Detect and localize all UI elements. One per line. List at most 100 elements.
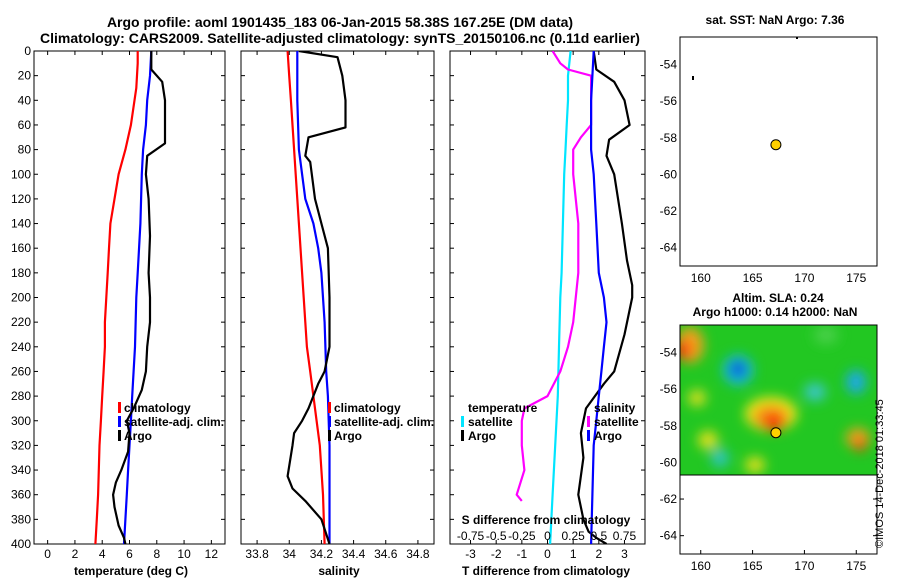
sla-anomaly-peak: [854, 439, 866, 451]
sla-anomaly-peak: [680, 340, 690, 360]
top-tick-label: 0.5: [590, 529, 607, 543]
top-tick-label: -0.25: [508, 529, 536, 543]
salinity-legend: climatology satellite-adj. clim. Argo: [328, 401, 434, 443]
map-lat-label: -58: [660, 131, 678, 145]
map-lat-label: -64: [660, 529, 678, 543]
legend-label: satellite-adj. clim.: [124, 415, 224, 429]
map-lon-label: 175: [846, 271, 866, 285]
map-lon-label: 170: [794, 271, 814, 285]
map-lon-label: 165: [743, 559, 763, 573]
salinity-series: [286, 51, 347, 544]
legend-label: Argo: [124, 429, 152, 443]
x-tick-label: 12: [205, 547, 219, 561]
depth-tick-label: 120: [11, 192, 31, 206]
depth-tick-label: 220: [11, 315, 31, 329]
sla-anomaly-peak: [765, 415, 783, 431]
sla-map-frame: [679, 324, 878, 555]
depth-tick-label: 260: [11, 364, 31, 378]
depth-tick-label: 320: [11, 438, 31, 452]
legend-heading-salinity: salinity: [594, 401, 636, 415]
difference-series: [515, 51, 634, 544]
map-lat-label: -54: [660, 345, 678, 359]
depth-tick-label: 0: [24, 44, 31, 58]
series-line-t-argo: [577, 51, 634, 544]
map-lat-label: -64: [660, 241, 678, 255]
legend-label: satellite-adj. clim.: [334, 415, 434, 429]
depth-tick-label: 20: [18, 69, 32, 83]
x-tick-label: 34.8: [406, 547, 430, 561]
top-tick-label: 0: [544, 529, 551, 543]
legend-swatch-satellite: [118, 416, 121, 427]
x-tick-label: 3: [621, 547, 628, 561]
x-tick-label: 34.2: [310, 547, 334, 561]
difference-legend: temperature satellite Argo salinity sate…: [461, 401, 639, 443]
legend-label: Argo: [468, 429, 496, 443]
x-tick-label: -2: [491, 547, 502, 561]
x-tick-label: 4: [99, 547, 106, 561]
depth-tick-label: 300: [11, 414, 31, 428]
map-lat-label: -62: [660, 492, 678, 506]
series-line-t-satellite: [549, 51, 572, 544]
sla-map-title-line2: Argo h1000: 0.14 h2000: NaN: [693, 305, 858, 319]
x-tick-label: 34.4: [342, 547, 366, 561]
temperature-x-label: temperature (deg C): [74, 564, 188, 578]
argo-float-marker: [770, 139, 782, 151]
sla-anomaly-high: [688, 390, 706, 406]
map-lon-label: 170: [794, 559, 814, 573]
top-tick-label: -0.75: [457, 529, 485, 543]
sla-heatmap: [680, 325, 877, 475]
legend-label: Argo: [334, 429, 362, 443]
temperature-plot-frame: [33, 50, 226, 545]
map-lat-label: -54: [660, 57, 678, 71]
salinity-x-label: salinity: [318, 564, 360, 578]
sla-map-points: [770, 427, 782, 439]
difference-top-label: S difference from climatology: [462, 513, 631, 527]
depth-tick-label: 240: [11, 340, 31, 354]
series-line-argo: [111, 51, 167, 544]
difference-plot-frame: [449, 50, 646, 545]
sst-map-title: sat. SST: NaN Argo: 7.36: [706, 13, 845, 27]
depth-tick-label: 100: [11, 167, 31, 181]
x-tick-label: 33.8: [245, 547, 269, 561]
chart-title-line2: Climatology: CARS2009. Satellite-adjuste…: [40, 30, 640, 46]
depth-tick-label: 280: [11, 389, 31, 403]
x-tick-label: 34: [283, 547, 297, 561]
legend-swatch-climatology: [328, 402, 331, 413]
map-lat-label: -62: [660, 204, 678, 218]
map-lat-label: -56: [660, 94, 678, 108]
x-tick-label: 8: [153, 547, 160, 561]
argo-float-marker: [770, 427, 782, 439]
imos-watermark: ©IMOS 14-Dec-2018 01:33:45: [874, 399, 886, 548]
legend-label: satellite: [468, 415, 513, 429]
sla-anomaly-high: [698, 431, 718, 449]
legend-label: satellite: [594, 415, 639, 429]
map-lat-label: -58: [660, 419, 678, 433]
legend-label: Argo: [594, 429, 622, 443]
sla-anomaly-low: [846, 370, 866, 394]
sst-map-frame: [679, 36, 878, 267]
depth-tick-label: 80: [18, 143, 32, 157]
coast-fragment: [692, 76, 694, 80]
depth-tick-label: 200: [11, 291, 31, 305]
depth-tick-label: 380: [11, 512, 31, 526]
sla-map-title-line1: Altim. SLA: 0.24: [732, 291, 824, 305]
coast-fragment: [796, 37, 798, 39]
x-tick-label: 2: [72, 547, 79, 561]
x-tick-label: 34.6: [374, 547, 398, 561]
map-lon-label: 160: [691, 271, 711, 285]
series-line-satellite-adj-clim-: [296, 51, 331, 544]
map-lat-label: -60: [660, 455, 678, 469]
legend-label: climatology: [124, 401, 191, 415]
depth-tick-label: 360: [11, 488, 31, 502]
legend-label: climatology: [334, 401, 401, 415]
legend-swatch-argo: [328, 430, 331, 441]
axis-ticks: 0204060801001201401601802002202402602803…: [11, 37, 877, 573]
sla-anomaly: [814, 326, 838, 344]
depth-tick-label: 400: [11, 537, 31, 551]
legend-swatch-climatology: [118, 402, 121, 413]
depth-tick-label: 60: [18, 118, 32, 132]
difference-x-label: T difference from climatology: [462, 564, 630, 578]
x-tick-label: -3: [465, 547, 476, 561]
series-line-climatology: [94, 51, 139, 544]
